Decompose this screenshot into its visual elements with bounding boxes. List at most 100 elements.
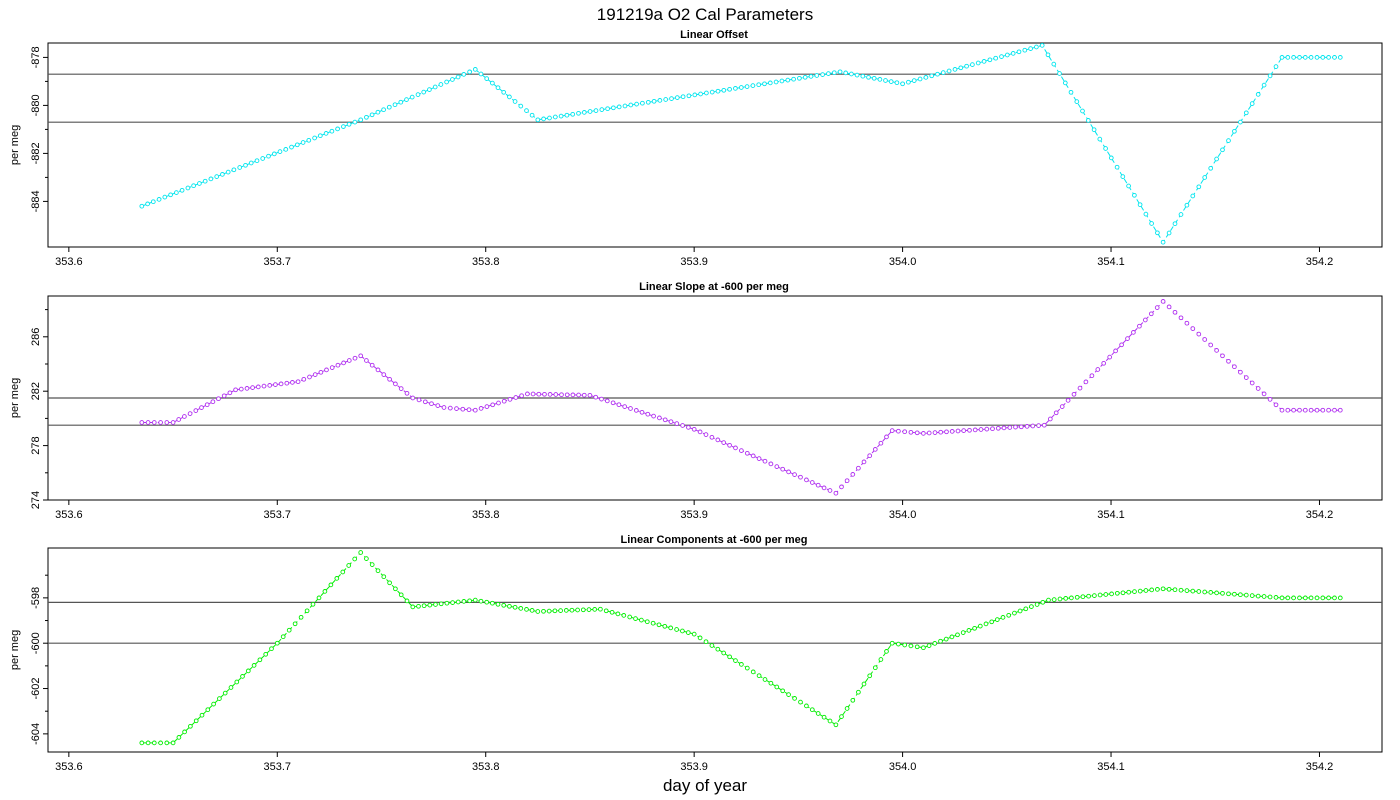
data-point (1103, 146, 1108, 151)
data-point (1279, 407, 1285, 413)
data-point (994, 617, 1000, 622)
data-point (501, 89, 507, 95)
data-point (208, 176, 214, 182)
data-point (955, 428, 961, 434)
data-point (610, 400, 616, 406)
data-point (274, 640, 280, 646)
data-point (168, 192, 173, 198)
data-point (872, 447, 878, 452)
data-point (164, 740, 170, 746)
data-point (289, 144, 294, 150)
data-point (158, 740, 163, 746)
data-point (304, 608, 310, 614)
data-point (1285, 407, 1291, 413)
data-point (983, 621, 989, 627)
data-point (454, 406, 459, 411)
data-point (1155, 230, 1160, 236)
data-point (1131, 330, 1136, 335)
data-point (861, 681, 867, 687)
data-point (317, 133, 323, 139)
data-point (455, 74, 461, 80)
data-point (478, 71, 484, 77)
data-point (981, 59, 987, 64)
data-point (744, 665, 750, 671)
data-point (392, 102, 398, 108)
data-point (768, 461, 774, 467)
data-point (335, 362, 341, 368)
data-point (1172, 309, 1178, 315)
data-point (896, 428, 901, 434)
data-point (1232, 364, 1237, 370)
data-point (307, 374, 312, 380)
data-point (989, 619, 995, 625)
data-point (1114, 590, 1120, 596)
data-point (884, 434, 889, 440)
data-point (1214, 156, 1219, 162)
data-point (715, 437, 721, 443)
data-point (290, 380, 295, 385)
data-point (233, 387, 238, 393)
data-point (1097, 592, 1103, 598)
data-point (151, 420, 157, 425)
data-point (946, 68, 952, 74)
data-point (1074, 99, 1080, 104)
data-point (1285, 595, 1291, 601)
data-point (1238, 592, 1243, 598)
data-point (756, 82, 762, 88)
data-point (593, 394, 599, 400)
data-point (727, 654, 732, 660)
data-point (662, 417, 668, 423)
data-point (478, 598, 484, 604)
data-point (767, 80, 773, 86)
data-point (211, 701, 216, 707)
data-point (461, 599, 467, 604)
data-point (1103, 592, 1109, 597)
data-point (570, 392, 576, 398)
data-point (709, 434, 715, 440)
data-point (1178, 587, 1184, 593)
data-point (932, 430, 938, 435)
x-tick-label: 354.2 (1306, 509, 1334, 521)
data-point (792, 696, 797, 701)
data-point (558, 608, 563, 613)
data-point (1332, 55, 1337, 60)
data-point (889, 640, 895, 646)
data-point (433, 602, 438, 607)
data-point (733, 658, 738, 663)
data-point (1273, 402, 1279, 408)
data-point (335, 126, 340, 132)
data-point (461, 72, 467, 77)
data-point (524, 607, 529, 612)
data-point (587, 109, 593, 114)
data-point (205, 707, 211, 713)
data-point (563, 608, 569, 613)
data-point (1071, 391, 1077, 397)
data-point (518, 103, 524, 109)
data-point (616, 104, 622, 110)
data-point (1057, 71, 1062, 76)
data-point (878, 440, 884, 446)
data-point (346, 121, 352, 127)
data-point (1291, 55, 1296, 60)
data-point (298, 614, 304, 620)
data-point (529, 608, 535, 613)
data-point (513, 395, 519, 400)
panel-linear-components: Linear Components at -600 per meg per me… (9, 534, 1383, 773)
data-point (271, 151, 277, 157)
x-tick-label: 353.9 (680, 509, 708, 521)
data-point (151, 740, 157, 746)
data-point (193, 718, 199, 724)
data-point (1143, 588, 1149, 593)
data-point (804, 703, 809, 709)
data-point (831, 70, 837, 76)
data-point (1302, 595, 1308, 601)
data-point (570, 111, 576, 117)
data-point (410, 395, 416, 401)
data-point (1255, 92, 1261, 97)
data-point (580, 607, 586, 613)
data-point (780, 466, 786, 472)
data-point (808, 74, 814, 79)
data-point (1089, 373, 1095, 379)
data-point (387, 580, 392, 586)
data-point (427, 87, 432, 92)
